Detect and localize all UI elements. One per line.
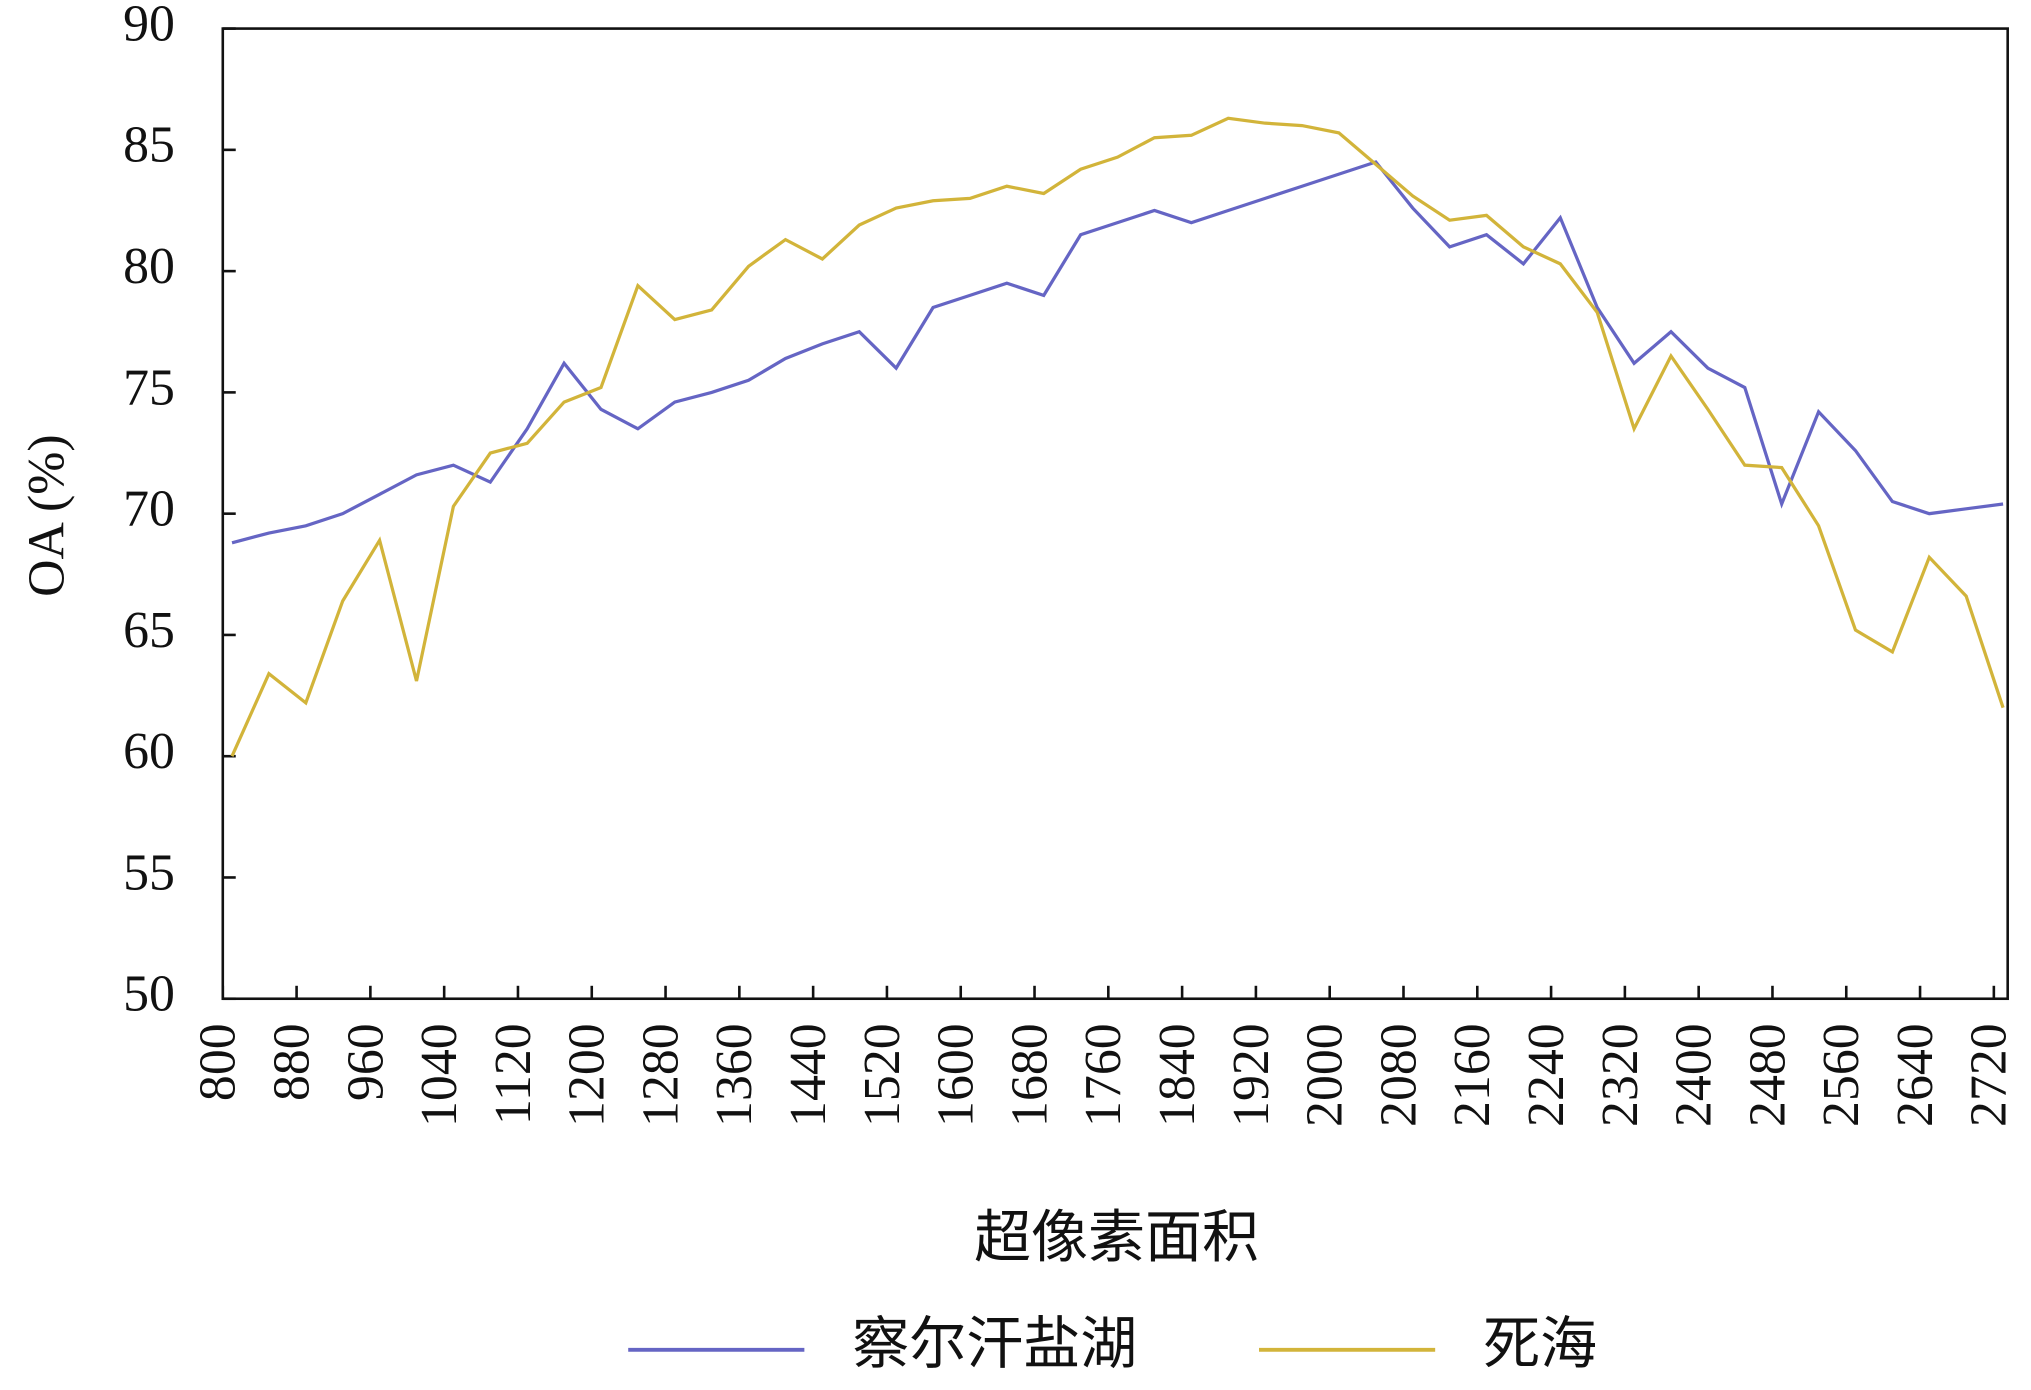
x-tick-label: 1600 [928,1023,985,1127]
x-tick-label: 2240 [1518,1023,1575,1127]
x-tick-label: 1440 [780,1023,837,1127]
y-tick-label: 85 [123,117,175,174]
x-tick-label: 2560 [1813,1023,1870,1127]
legend-label: 死海 [1483,1313,1597,1376]
y-tick-label: 55 [123,844,175,901]
x-tick-label: 1200 [559,1023,616,1127]
y-tick-label: 60 [123,723,175,780]
x-tick-label: 1760 [1075,1023,1132,1127]
x-axis-label: 超像素面积 [974,1207,1259,1270]
y-tick-label: 75 [123,359,175,416]
x-tick-label: 2320 [1592,1023,1649,1127]
x-tick-label: 800 [190,1023,247,1101]
x-tick-label: 2080 [1370,1023,1427,1127]
x-tick-label: 2480 [1739,1023,1796,1127]
y-tick-label: 80 [123,238,175,295]
y-tick-label: 50 [123,966,175,1023]
series-line [230,116,2005,757]
x-tick-label: 2000 [1297,1023,1354,1127]
x-tick-label: 2720 [1961,1023,2018,1127]
y-tick-label: 65 [123,602,175,659]
x-tick-label: 960 [337,1023,394,1101]
y-axis-label: OA (%) [19,434,76,597]
plot-frame [221,27,2009,1001]
x-tick-label: 880 [263,1023,320,1101]
x-tick-label: 1040 [411,1023,468,1127]
x-tick-label: 1840 [1149,1023,1206,1127]
x-tick-label: 2160 [1444,1023,1501,1127]
x-tick-label: 1520 [854,1023,911,1127]
x-tick-label: 2400 [1666,1023,1723,1127]
series-line [231,160,2004,545]
x-tick-label: 2640 [1887,1023,1944,1127]
x-tick-label: 1280 [632,1023,689,1127]
x-tick-label: 1920 [1223,1023,1280,1127]
x-tick-label: 1360 [706,1023,763,1127]
y-tick-label: 90 [123,0,175,52]
x-tick-label: 1680 [1001,1023,1058,1127]
x-tick-label: 1120 [485,1023,542,1125]
y-tick-label: 70 [123,481,175,538]
legend-label: 察尔汗盐湖 [852,1313,1137,1376]
